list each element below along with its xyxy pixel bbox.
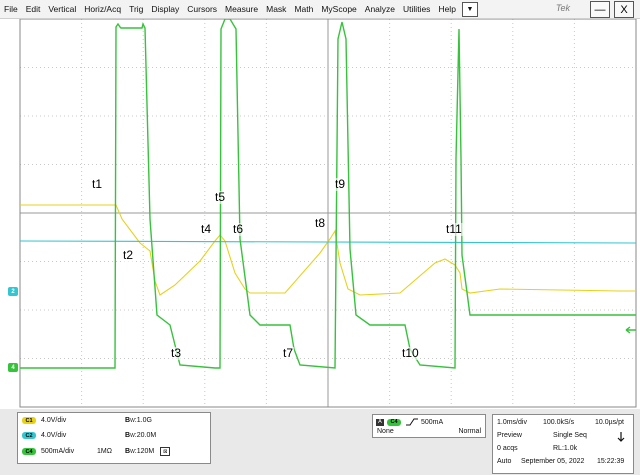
right-edge-arrow-icon bbox=[625, 326, 636, 334]
ch1-scale: 4.0V/div bbox=[41, 417, 67, 424]
ch4-marker[interactable]: 4 bbox=[8, 363, 18, 372]
trigger-source-chip: C4 bbox=[387, 418, 401, 426]
ch2-settings[interactable]: C2 4.0V/div B W:20.0M bbox=[22, 432, 156, 439]
resolution: 10.0µs/pt bbox=[595, 419, 624, 426]
waveform-display[interactable]: t1 t2 t3 t4 t5 t6 t7 t8 t9 t10 t11 2 4 bbox=[0, 19, 640, 409]
annotation-t11: t11 bbox=[445, 222, 463, 236]
ch4-coupling: 1MΩ bbox=[97, 448, 112, 455]
ch1-settings[interactable]: C1 4.0V/div B W:1.0G bbox=[22, 417, 152, 424]
graticule bbox=[19, 19, 637, 408]
down-arrow-icon bbox=[617, 432, 625, 442]
menu-myscope[interactable]: MyScope bbox=[321, 4, 357, 14]
ch1-chip: C1 bbox=[22, 417, 36, 424]
ch2-scale: 4.0V/div bbox=[41, 432, 67, 439]
horizontal-scale: 1.0ms/div bbox=[497, 419, 527, 426]
acquisition-panel[interactable]: 1.0ms/div 100.0kS/s 10.0µs/pt Preview Si… bbox=[492, 414, 634, 474]
ch2-bw-value: :20.0M bbox=[134, 432, 157, 439]
acq-mode: Single Seq bbox=[553, 432, 587, 439]
annotation-t8: t8 bbox=[314, 216, 327, 230]
record-length: RL:1.0k bbox=[553, 445, 578, 452]
bw-filter-icon: ⊠ bbox=[160, 447, 171, 456]
status-bar: C1 4.0V/div B W:1.0G C2 4.0V/div B W:20.0M… bbox=[0, 409, 640, 475]
annotation-t5: t5 bbox=[214, 190, 227, 204]
ch1-bw-sub: W bbox=[130, 417, 135, 424]
menu-vertical[interactable]: Vertical bbox=[48, 4, 77, 14]
ch4-settings[interactable]: C4 500mA/div 1MΩ B W:120M ⊠ bbox=[22, 447, 171, 456]
acq-count: 0 acqs bbox=[497, 445, 518, 452]
acq-state: Preview bbox=[497, 432, 522, 439]
menu-utilities[interactable]: Utilities bbox=[403, 4, 431, 14]
annotation-t6: t6 bbox=[232, 222, 245, 236]
trigger-mode: Normal bbox=[458, 428, 481, 435]
menu-trig[interactable]: Trig bbox=[129, 4, 144, 14]
close-button[interactable]: X bbox=[614, 1, 634, 18]
menu-help[interactable]: Help bbox=[438, 4, 456, 14]
graticule-border bbox=[19, 19, 637, 408]
ch2-chip: C2 bbox=[22, 432, 36, 439]
annotation-t7: t7 bbox=[282, 346, 295, 360]
brand-logo: Tek bbox=[555, 3, 570, 13]
menu-math[interactable]: Math bbox=[294, 4, 314, 14]
ch2-trace bbox=[19, 240, 637, 244]
trigger-a-label: A bbox=[376, 418, 384, 426]
annotation-t2: t2 bbox=[122, 248, 135, 262]
ch2-bw-sub: W bbox=[130, 432, 135, 439]
sample-rate: 100.0kS/s bbox=[543, 419, 575, 426]
menu-edit[interactable]: Edit bbox=[25, 4, 41, 14]
acq-time: 15:22:39 bbox=[597, 458, 625, 465]
menu-display[interactable]: Display bbox=[151, 4, 180, 14]
trigger-panel[interactable]: A C4 500mA None Normal bbox=[372, 414, 486, 438]
ch2-marker[interactable]: 2 bbox=[8, 287, 18, 296]
annotation-t3: t3 bbox=[170, 346, 183, 360]
annotation-t1: t1 bbox=[91, 177, 104, 191]
annotation-t10: t10 bbox=[401, 346, 420, 360]
ch4-bw-sub: W bbox=[130, 448, 135, 455]
minimize-button[interactable]: — bbox=[590, 1, 610, 18]
trigger-type: None bbox=[377, 428, 394, 435]
rising-edge-icon bbox=[406, 418, 418, 426]
ch4-scale: 500mA/div bbox=[41, 448, 75, 455]
menu-analyze[interactable]: Analyze bbox=[364, 4, 396, 14]
trigger-level: 500mA bbox=[421, 418, 444, 426]
menu-bar: File Edit Vertical Horiz/Acq Trig Displa… bbox=[0, 0, 640, 19]
menu-measure[interactable]: Measure bbox=[225, 4, 259, 14]
menu-cursors[interactable]: Cursors bbox=[187, 4, 218, 14]
annotation-t4: t4 bbox=[200, 222, 213, 236]
ch4-bw-label: B bbox=[125, 448, 131, 455]
annotation-t9: t9 bbox=[334, 177, 347, 191]
ch1-bw-value: :1.0G bbox=[134, 417, 152, 424]
menu-dropdown-button[interactable]: ▼ bbox=[461, 1, 478, 17]
ch4-chip: C4 bbox=[22, 448, 36, 455]
menu-file[interactable]: File bbox=[4, 4, 18, 14]
ch4-bw-value: :120M bbox=[134, 448, 155, 455]
menu-mask[interactable]: Mask bbox=[266, 4, 287, 14]
trigger-auto-mode: Auto bbox=[497, 458, 512, 465]
acq-date: September 05, 2022 bbox=[521, 458, 585, 465]
ch1-bw-label: B bbox=[125, 417, 131, 424]
ch2-bw-label: B bbox=[125, 432, 131, 439]
channel-settings-panel[interactable]: C1 4.0V/div B W:1.0G C2 4.0V/div B W:20.0M… bbox=[17, 412, 211, 464]
menu-horiz-acq[interactable]: Horiz/Acq bbox=[84, 4, 122, 14]
ch1-trace bbox=[20, 204, 636, 296]
waveform-canvas bbox=[19, 19, 637, 408]
